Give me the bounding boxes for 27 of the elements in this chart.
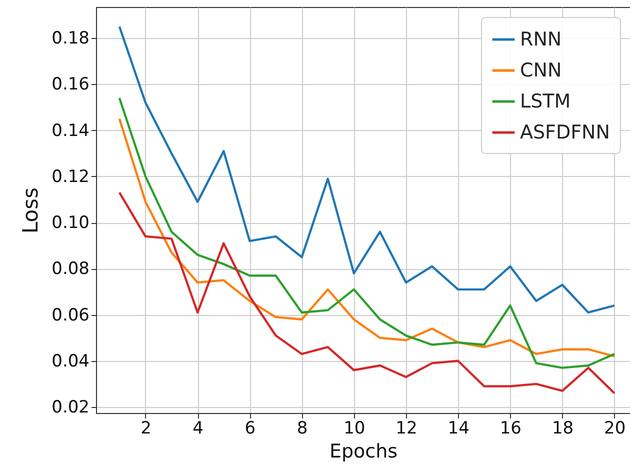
x-tick-label: 10 xyxy=(344,418,366,438)
x-tick-label: 14 xyxy=(448,418,470,438)
legend-label: CNN xyxy=(520,60,562,82)
x-tick-label: 16 xyxy=(500,418,522,438)
y-tick-label: 0.12 xyxy=(52,166,90,187)
x-tick-label: 20 xyxy=(604,418,626,438)
x-axis-title: Epochs xyxy=(329,440,398,462)
y-axis-title: Loss xyxy=(18,187,43,234)
y-tick-label: 0.16 xyxy=(52,74,90,95)
y-tick-label: 0.06 xyxy=(52,305,90,326)
x-tick-label: 8 xyxy=(296,418,308,438)
legend-label: RNN xyxy=(520,28,562,50)
x-tick-label: 18 xyxy=(552,418,574,438)
x-tick-label: 12 xyxy=(396,418,418,438)
x-tick-label: 6 xyxy=(244,418,256,438)
legend-label: LSTM xyxy=(520,90,571,112)
x-tick-label: 2 xyxy=(140,418,152,438)
legend-label: ASFDFNN xyxy=(520,122,610,144)
y-tick-label: 0.04 xyxy=(52,351,90,372)
y-tick-label: 0.02 xyxy=(52,398,90,418)
x-tick-label: 4 xyxy=(192,418,204,438)
y-tick-label: 0.14 xyxy=(52,120,90,141)
line-series xyxy=(118,191,616,394)
y-tick-label: 0.10 xyxy=(52,213,90,234)
line-series xyxy=(118,25,616,314)
y-tick-label: 0.08 xyxy=(52,259,90,280)
y-tick-label: 0.18 xyxy=(52,28,90,49)
